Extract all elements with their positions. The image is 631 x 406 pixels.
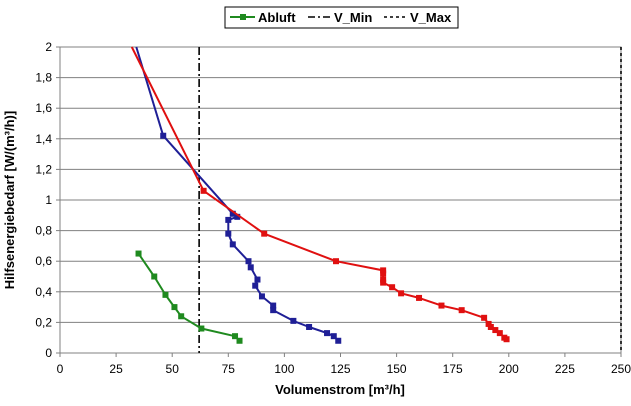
data-point <box>171 304 178 311</box>
data-point <box>416 294 423 301</box>
y-tick-label: 2 <box>45 40 52 54</box>
data-point <box>229 241 236 248</box>
data-point <box>481 314 488 321</box>
data-point <box>503 336 510 343</box>
data-point <box>380 270 387 277</box>
legend-label-v-min: V_Min <box>334 10 372 25</box>
series-line <box>130 46 508 341</box>
legend-label-abluft: Abluft <box>258 10 296 25</box>
legend-item-abluft: Abluft <box>230 10 296 25</box>
data-point <box>496 330 503 337</box>
data-point <box>200 187 207 194</box>
data-point <box>492 327 499 334</box>
x-tick-label: 50 <box>166 362 180 376</box>
data-point <box>151 273 158 280</box>
data-point <box>160 132 167 139</box>
series-lines <box>130 46 510 344</box>
grid-lines <box>60 77 621 323</box>
data-point <box>236 337 243 344</box>
x-tick-label: 0 <box>57 362 64 376</box>
data-point <box>458 307 465 314</box>
data-point <box>254 276 261 283</box>
data-point <box>225 216 232 223</box>
series-1 <box>135 250 243 344</box>
data-point <box>380 279 387 286</box>
data-point <box>487 323 494 330</box>
axis-ticks: 0 0,2 0,4 0,6 0,8 1 1,2 1,4 1,6 1,8 2 0 25 50 75 100 125… <box>35 40 631 376</box>
y-tick-label: 0,6 <box>35 254 52 268</box>
data-point <box>380 267 387 274</box>
data-point <box>330 333 337 340</box>
y-tick-label: 1,8 <box>35 71 52 85</box>
y-tick-label: 0,2 <box>35 315 52 329</box>
data-point <box>247 264 254 271</box>
legend-item-v-max: V_Max <box>384 10 452 25</box>
y-tick-label: 1,2 <box>35 162 52 176</box>
data-point <box>261 230 268 237</box>
x-tick-label: 125 <box>330 362 350 376</box>
x-axis-title: Volumenstrom [m³/h] <box>275 382 405 397</box>
x-tick-label: 200 <box>499 362 519 376</box>
data-point <box>324 330 331 337</box>
data-point <box>258 293 265 300</box>
legend: Abluft V_Min V_Max <box>224 6 459 29</box>
x-tick-label: 175 <box>443 362 463 376</box>
x-tick-label: 150 <box>387 362 407 376</box>
x-tick-label: 25 <box>109 362 123 376</box>
data-point <box>389 284 396 291</box>
y-tick-label: 0 <box>45 346 52 360</box>
data-point <box>225 230 232 237</box>
data-point <box>306 323 313 330</box>
series-2 <box>135 46 342 344</box>
x-tick-label: 250 <box>611 362 631 376</box>
data-point <box>438 302 445 309</box>
legend-item-v-min: V_Min <box>308 10 372 25</box>
data-point <box>333 258 340 265</box>
y-tick-label: 1,6 <box>35 101 52 115</box>
legend-label-v-max: V_Max <box>410 10 452 25</box>
data-point <box>162 291 169 298</box>
data-point <box>198 325 205 332</box>
data-point <box>178 313 185 320</box>
series-3 <box>130 46 510 343</box>
legend-box <box>224 6 459 29</box>
x-tick-label: 75 <box>222 362 236 376</box>
series-line <box>137 253 241 342</box>
y-tick-label: 1,4 <box>35 132 52 146</box>
data-point <box>270 307 277 314</box>
data-point <box>485 320 492 327</box>
data-point <box>380 276 387 283</box>
data-point <box>252 282 259 289</box>
data-point <box>232 333 239 340</box>
y-axis-title: Hilfsenergiebedarf [W/(m³/h)] <box>2 111 17 289</box>
reference-lines <box>198 47 622 353</box>
data-point <box>229 210 236 217</box>
y-tick-label: 0,8 <box>35 224 52 238</box>
y-tick-label: 1 <box>45 193 52 207</box>
data-point <box>290 317 297 324</box>
data-point <box>135 250 142 257</box>
data-point <box>245 258 252 265</box>
y-tick-label: 0,4 <box>35 285 52 299</box>
data-point <box>270 302 277 309</box>
x-tick-label: 225 <box>555 362 575 376</box>
data-point <box>398 290 405 297</box>
x-tick-label: 100 <box>274 362 294 376</box>
data-point <box>234 213 241 220</box>
data-point <box>335 337 342 344</box>
